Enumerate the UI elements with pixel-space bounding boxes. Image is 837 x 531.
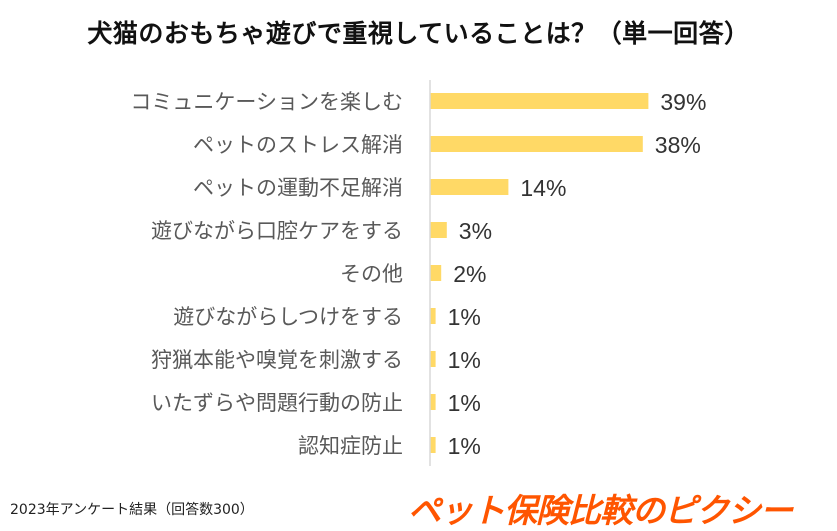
category-label: その他 xyxy=(340,262,403,286)
chart-title: 犬猫のおもちゃ遊びで重視していることは？（単一回答） xyxy=(87,19,750,48)
data-label: 2% xyxy=(453,261,486,287)
category-label: いたずらや問題行動の防止 xyxy=(151,391,403,415)
category-label: 狩猟本能や嗅覚を刺激する xyxy=(151,348,403,372)
footnote: 2023年アンケート結果（回答数300） xyxy=(10,502,254,518)
bar xyxy=(430,308,436,324)
brand-logo: ペット保険比較のピクシー xyxy=(408,491,793,530)
category-label: 認知症防止 xyxy=(298,434,403,458)
category-label: 遊びながら口腔ケアをする xyxy=(151,219,403,243)
data-label: 3% xyxy=(459,218,492,244)
bar xyxy=(430,437,436,453)
bar xyxy=(430,265,442,281)
bar xyxy=(430,394,436,410)
bar xyxy=(430,179,509,195)
data-label: 14% xyxy=(520,175,566,201)
bar xyxy=(430,222,447,238)
data-label: 1% xyxy=(448,304,481,330)
data-label: 39% xyxy=(660,89,706,115)
data-label: 1% xyxy=(448,433,481,459)
data-label: 1% xyxy=(448,390,481,416)
data-label: 38% xyxy=(655,132,701,158)
category-label: コミュニケーションを楽しむ xyxy=(130,90,403,114)
category-label: ペットのストレス解消 xyxy=(193,133,403,157)
category-label: 遊びながらしつけをする xyxy=(173,305,403,329)
data-label: 1% xyxy=(448,347,481,373)
bar xyxy=(430,136,643,152)
category-label: ペットの運動不足解消 xyxy=(193,176,403,200)
bar xyxy=(430,351,436,367)
bar xyxy=(430,93,649,109)
